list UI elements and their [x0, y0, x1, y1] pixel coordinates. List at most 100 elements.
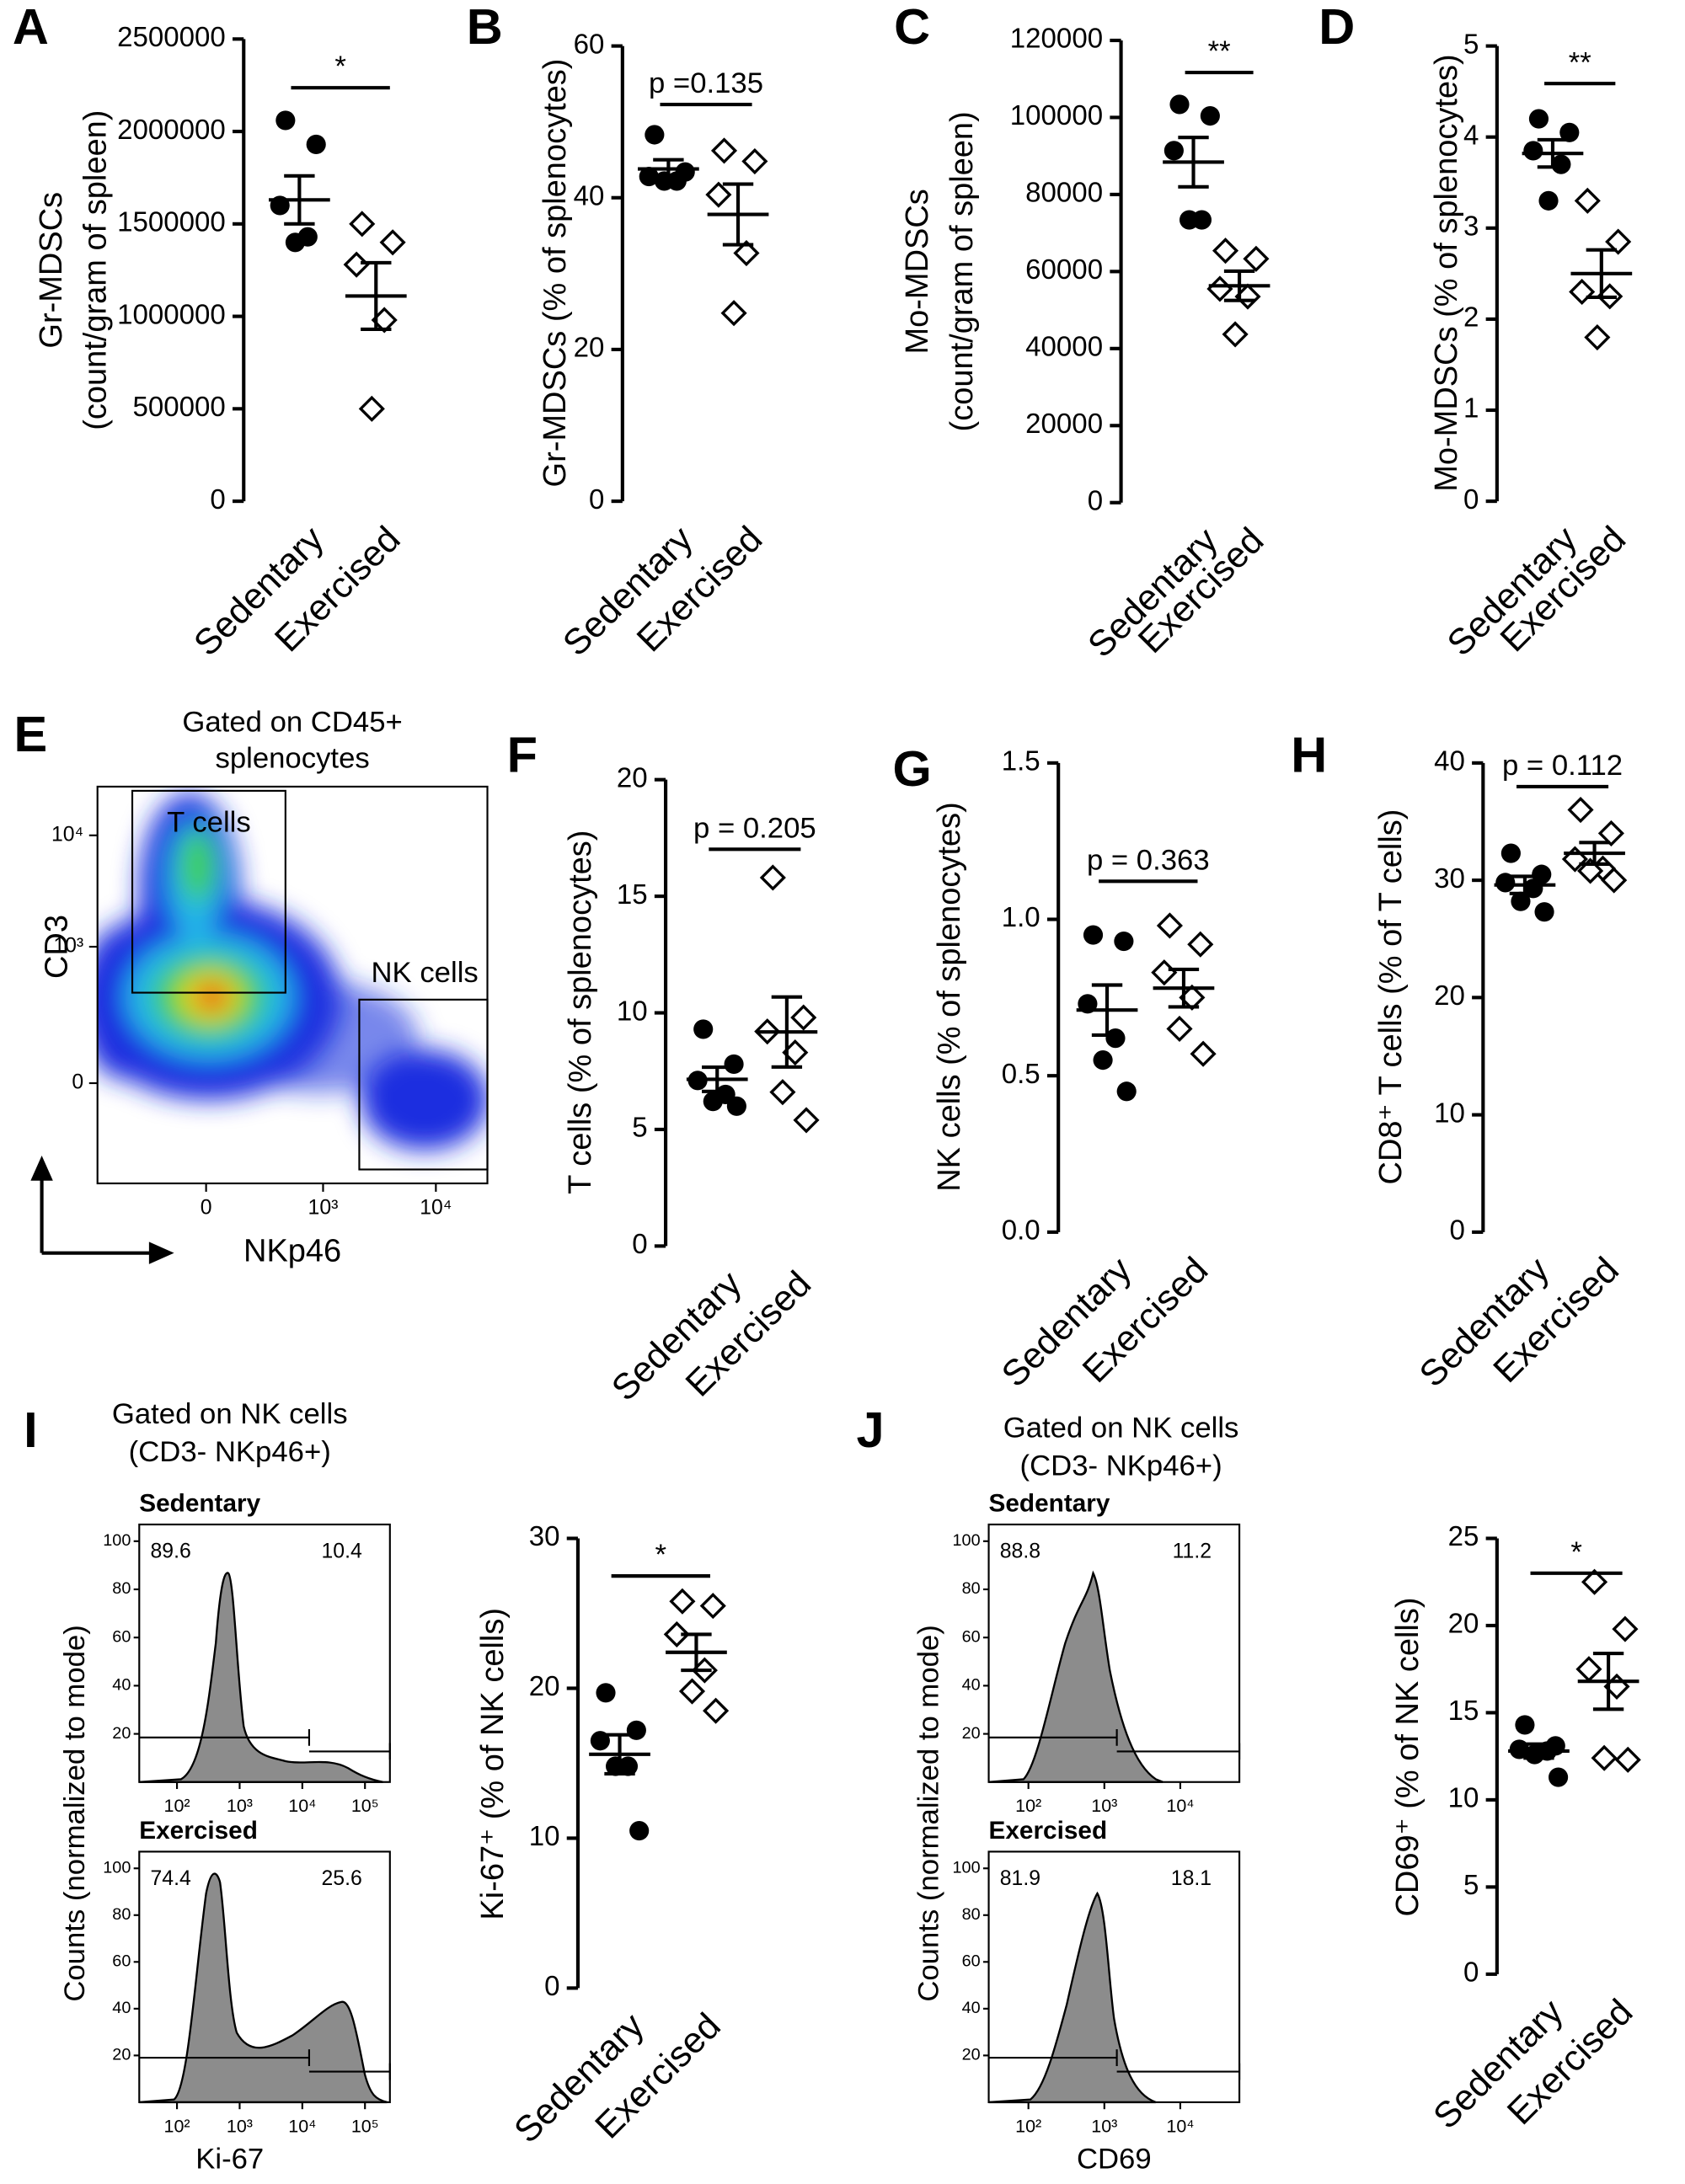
data-point — [724, 1054, 744, 1075]
data-point — [678, 1678, 706, 1705]
data-point — [1534, 902, 1554, 922]
y-axis-label: Mo-MDSCs — [900, 189, 935, 354]
axis-arrows — [40, 1176, 157, 1255]
y-tick-label: 20 — [112, 2046, 131, 2064]
arrow-head — [30, 1155, 53, 1181]
x-tick-label: 10⁴ — [1166, 1796, 1194, 1816]
x-tick-label: 10² — [164, 2116, 190, 2136]
panel-label: F — [507, 727, 538, 783]
data-point — [1601, 867, 1628, 894]
error-bar — [653, 158, 684, 180]
y-tick-label: 40 — [574, 180, 605, 211]
x-tick-label: 10² — [1015, 1796, 1041, 1816]
error-bar — [771, 995, 803, 1069]
plot-frame — [138, 1523, 391, 1783]
data-point — [1581, 1568, 1608, 1595]
data-point — [1532, 864, 1552, 884]
data-point — [1597, 820, 1624, 846]
panel-label: B — [467, 0, 503, 55]
y-tick-label: 20 — [529, 1671, 560, 1702]
y-tick-label: 0 — [1088, 485, 1103, 516]
data-point — [629, 1820, 650, 1841]
sample-label: Exercised — [989, 1817, 1108, 1845]
data-point — [349, 211, 376, 238]
data-point — [1538, 190, 1559, 211]
x-tick-label: 0 — [201, 1196, 212, 1219]
y-tick-label: 60 — [112, 1627, 131, 1646]
y-tick-label: 80 — [112, 1905, 131, 1924]
x-tick-label: 10³ — [227, 2116, 253, 2136]
y-axis-label: (count/gram of spleen) — [78, 110, 114, 430]
y-tick-label: 25 — [1448, 1521, 1479, 1552]
y-tick-label: 80000 — [1025, 178, 1103, 209]
data-point — [1187, 931, 1214, 958]
gate — [358, 998, 489, 1171]
y-tick-label: 40 — [962, 1676, 981, 1695]
y-tick-label: 2000000 — [117, 115, 226, 146]
panel-label: G — [893, 740, 932, 797]
plot-title: (CD3- NKp46+) — [129, 1436, 331, 1468]
y-tick-label: 30 — [529, 1521, 560, 1552]
data-point — [693, 1019, 714, 1039]
x-axis-label: CD69 — [1077, 2144, 1152, 2176]
plot-title: (CD3- NKp46+) — [1020, 1450, 1222, 1482]
y-tick-label: 10³ — [53, 935, 83, 958]
panel-label: H — [1291, 727, 1327, 783]
y-tick-label: 2500000 — [117, 22, 226, 53]
data-point — [1574, 187, 1601, 214]
density-plot — [97, 793, 488, 1151]
significance-label: p =0.135 — [649, 67, 763, 99]
y-tick-label: 60 — [574, 29, 605, 60]
y-tick-label: 15 — [1448, 1695, 1479, 1727]
y-axis-label: Gr-MDSCs — [34, 192, 69, 349]
data-point — [379, 229, 406, 256]
y-tick-label: 1.0 — [1002, 902, 1040, 933]
y-tick-label: 5 — [1463, 29, 1479, 60]
data-point — [1166, 1015, 1193, 1043]
y-tick-label: 0.0 — [1002, 1215, 1040, 1247]
gate-percent: 89.6 — [151, 1541, 191, 1563]
error-bar — [1509, 874, 1541, 895]
error-bar — [1579, 841, 1610, 866]
y-tick-label: 500000 — [132, 392, 225, 423]
data-point — [1190, 1040, 1217, 1067]
data-point — [645, 125, 665, 145]
error-bar — [681, 1632, 712, 1673]
data-point — [769, 1079, 796, 1106]
y-tick-label: 0 — [589, 484, 604, 515]
y-tick-label: 1 — [1463, 393, 1479, 425]
error-bar — [1586, 248, 1618, 300]
x-tick-label: 10³ — [227, 1796, 253, 1816]
significance-label: p = 0.112 — [1502, 750, 1623, 782]
y-tick-label: 0 — [72, 1071, 83, 1094]
gate-label: T cells — [167, 807, 251, 839]
plot-frame — [96, 785, 489, 1185]
y-tick-label: 40 — [1434, 746, 1465, 777]
data-point — [1200, 106, 1220, 126]
y-axis-label: Mo-MDSCs (% of splenocytes) — [1429, 54, 1464, 491]
y-tick-label: 0 — [1463, 1957, 1479, 1989]
data-point — [703, 1697, 730, 1724]
y-tick-label: 1500000 — [117, 207, 226, 238]
significance-label: p = 0.205 — [693, 812, 816, 844]
error-bar — [722, 182, 754, 247]
y-axis-label: NK cells (% of splenocytes) — [932, 802, 967, 1191]
y-tick-label: 40000 — [1025, 332, 1103, 363]
gate-percent: 10.4 — [322, 1541, 362, 1563]
x-tick-label: 10² — [164, 1796, 190, 1816]
y-axis-label: CD8⁺ T cells (% of T cells) — [1373, 809, 1409, 1185]
data-point — [1156, 912, 1183, 939]
error-bar — [1223, 269, 1255, 302]
plot-title: splenocytes — [215, 743, 369, 775]
y-tick-label: 15 — [617, 879, 648, 910]
x-axis-label: Ki-67 — [195, 2144, 264, 2176]
data-point — [306, 134, 326, 155]
data-point — [639, 166, 659, 187]
data-point — [1523, 141, 1543, 161]
gate-line — [139, 2049, 391, 2080]
data-point — [1605, 228, 1632, 255]
x-tick-label: 10⁵ — [351, 2116, 379, 2136]
